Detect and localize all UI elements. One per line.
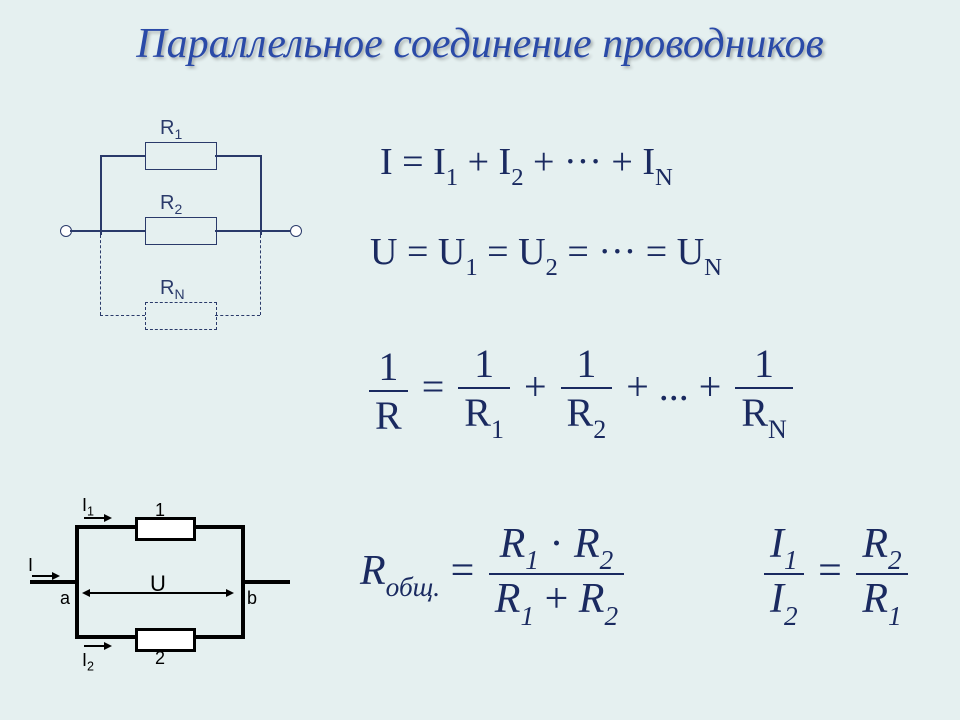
- label-rn: RN: [160, 277, 185, 302]
- page-title: Параллельное соединение проводников: [136, 20, 823, 68]
- label-I: I: [28, 555, 33, 576]
- label-I1: I1: [82, 495, 94, 519]
- label-r1: R1: [160, 117, 182, 142]
- label-n1: 1: [155, 500, 165, 521]
- formula-r-total-two: Rобщ. = R1 · R2 R1 + R2: [360, 520, 628, 629]
- label-b: b: [247, 588, 257, 609]
- label-I2: I2: [82, 650, 94, 674]
- label-a: a: [60, 588, 70, 609]
- formula-inverse-resistance: 1R = 1R1 + 1R2 + ... + 1RN: [365, 340, 797, 442]
- formula-voltage-equal: U = U1 = U2 = ··· = UN: [370, 230, 722, 280]
- label-r2: R2: [160, 192, 182, 217]
- formula-current-sum: I = I1 + I2 + ··· + IN: [380, 140, 673, 190]
- schematic-parallel-2: I a b U 1 2 I1 I2: [20, 495, 300, 675]
- formula-current-ratio: I1 I2 = R2 R1: [760, 520, 912, 629]
- label-n2: 2: [155, 648, 165, 669]
- schematic-parallel-n: R1 R2 RN: [60, 130, 310, 360]
